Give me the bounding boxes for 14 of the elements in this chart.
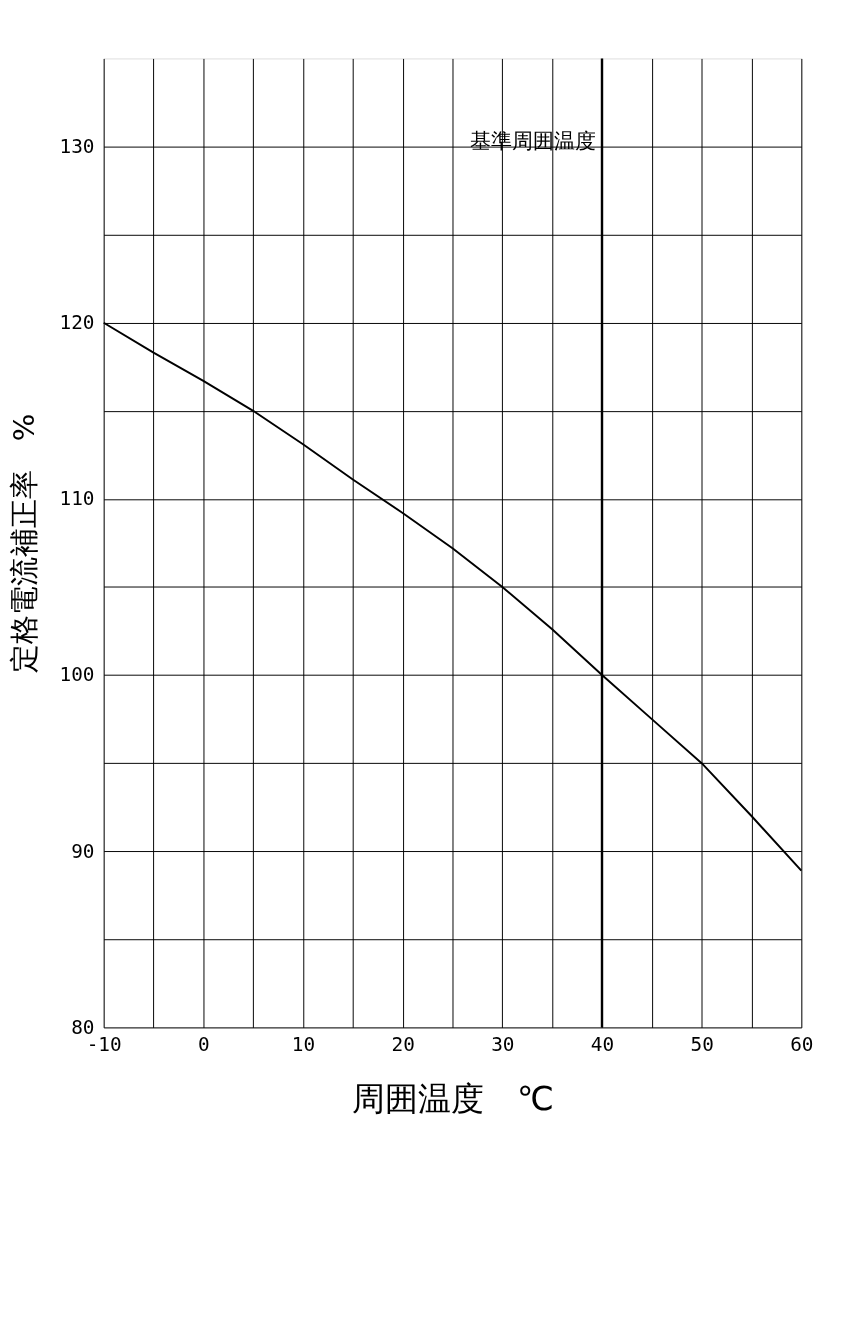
y-tick-label: 110 [59, 487, 95, 511]
x-tick-label: 10 [291, 1033, 316, 1057]
x-tick-label: 0 [198, 1033, 210, 1057]
x-tick-label: 30 [491, 1033, 515, 1057]
y-tick-label: 90 [71, 839, 95, 863]
y-tick-label: 100 [59, 663, 95, 687]
x-tick-label: 40 [590, 1033, 615, 1057]
x-tick-label: 20 [391, 1033, 415, 1057]
x-axis-title: 周囲温度 ℃ [351, 1079, 554, 1119]
y-axis-title: 定格電流補正率 % [7, 413, 42, 674]
y-tick-label: 130 [59, 134, 95, 158]
x-tick-label: 50 [690, 1033, 714, 1057]
y-tick-label: 120 [59, 311, 95, 335]
x-tick-label: 60 [790, 1033, 814, 1057]
